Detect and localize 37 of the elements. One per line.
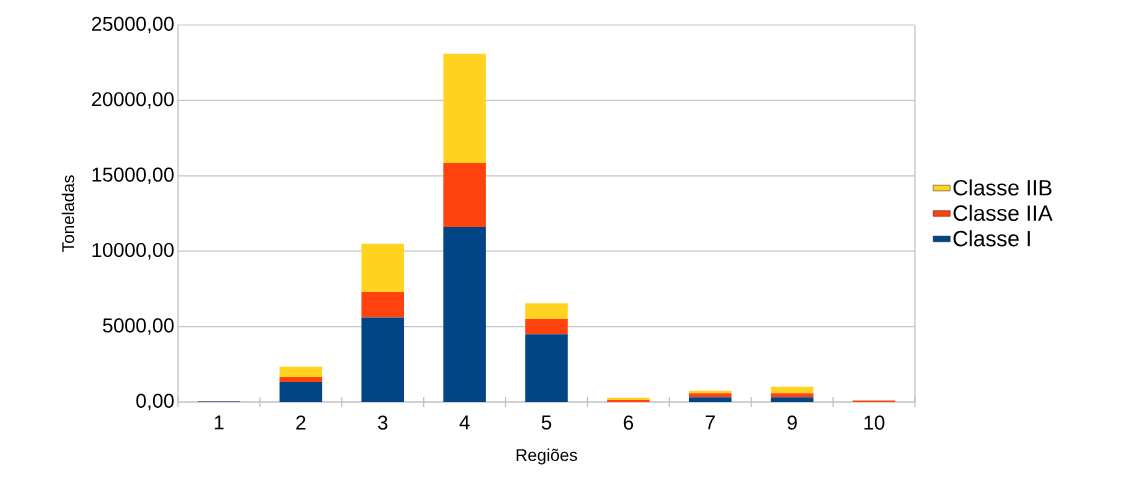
bar — [770, 393, 814, 398]
bar — [443, 227, 486, 402]
y-axis-title: Toneladas — [61, 175, 75, 252]
bar — [525, 334, 568, 402]
y-tick-label: 15000,00 — [92, 167, 174, 185]
legend-label: Classe I — [953, 230, 1030, 247]
x-tick-label: 6 — [623, 415, 634, 430]
y-tick-label: 0,00 — [136, 393, 174, 411]
bar — [361, 291, 405, 318]
x-tick-label: 4 — [459, 415, 470, 430]
bar — [443, 53, 486, 163]
y-tick-label: 5000,00 — [102, 318, 174, 335]
bar — [688, 393, 732, 398]
x-axis-title: Regiões — [516, 448, 578, 465]
bar — [361, 317, 405, 402]
bar — [279, 366, 323, 377]
x-tick-label: 2 — [296, 415, 306, 430]
bar — [525, 303, 568, 320]
x-tick-label: 5 — [541, 415, 552, 430]
bar — [770, 397, 814, 402]
bar — [443, 162, 486, 228]
legend-label: Classe IIA — [953, 204, 1053, 221]
x-tick-label: 3 — [377, 415, 388, 430]
x-tick-label: 7 — [705, 415, 715, 430]
legend-label: Classe IIB — [953, 179, 1052, 196]
y-tick-label: 10000,00 — [92, 242, 174, 260]
bar — [279, 381, 323, 402]
bar — [688, 397, 732, 402]
bar — [279, 376, 323, 382]
x-tick-label: 1 — [214, 415, 224, 430]
y-tick-label: 20000,00 — [92, 92, 174, 109]
bar — [770, 386, 814, 394]
x-tick-label: 10 — [864, 415, 885, 430]
x-tick-label: 9 — [787, 415, 797, 430]
bar — [361, 243, 405, 292]
bar — [525, 319, 568, 335]
y-tick-label: 25000,00 — [92, 16, 174, 34]
